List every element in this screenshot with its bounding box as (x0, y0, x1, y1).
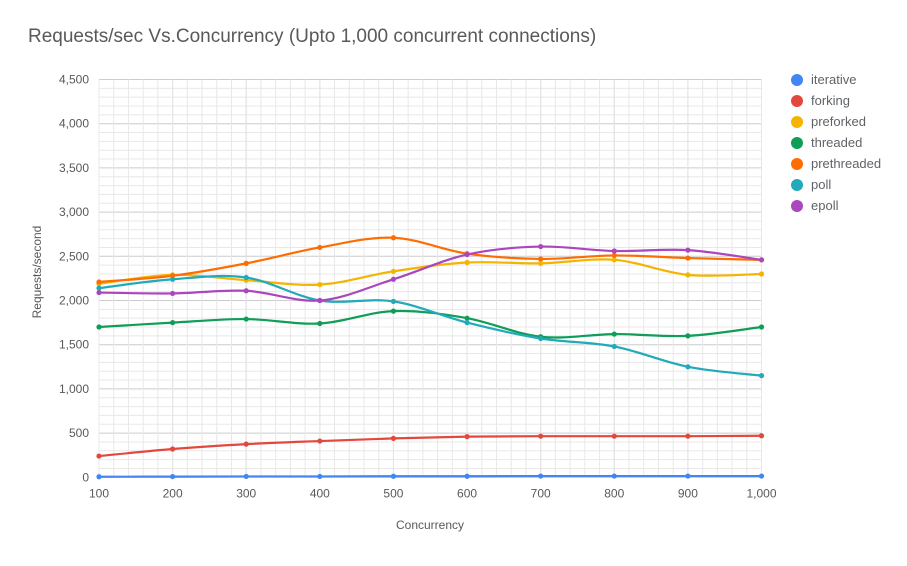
svg-text:1,000: 1,000 (59, 382, 89, 396)
svg-text:300: 300 (236, 486, 256, 500)
svg-text:0: 0 (82, 470, 89, 484)
svg-text:500: 500 (69, 426, 89, 440)
svg-text:1,000: 1,000 (746, 486, 776, 500)
svg-text:2,000: 2,000 (59, 294, 89, 308)
svg-text:1,500: 1,500 (59, 338, 89, 352)
svg-text:2,500: 2,500 (59, 249, 89, 263)
svg-text:400: 400 (310, 486, 330, 500)
svg-text:3,000: 3,000 (59, 205, 89, 219)
svg-text:600: 600 (457, 486, 477, 500)
svg-text:900: 900 (678, 486, 698, 500)
svg-text:3,500: 3,500 (59, 161, 89, 175)
svg-text:800: 800 (604, 486, 624, 500)
svg-text:100: 100 (89, 486, 109, 500)
svg-text:200: 200 (163, 486, 183, 500)
svg-text:4,000: 4,000 (59, 117, 89, 131)
svg-text:4,500: 4,500 (59, 73, 89, 87)
svg-text:700: 700 (531, 486, 551, 500)
svg-text:500: 500 (383, 486, 403, 500)
